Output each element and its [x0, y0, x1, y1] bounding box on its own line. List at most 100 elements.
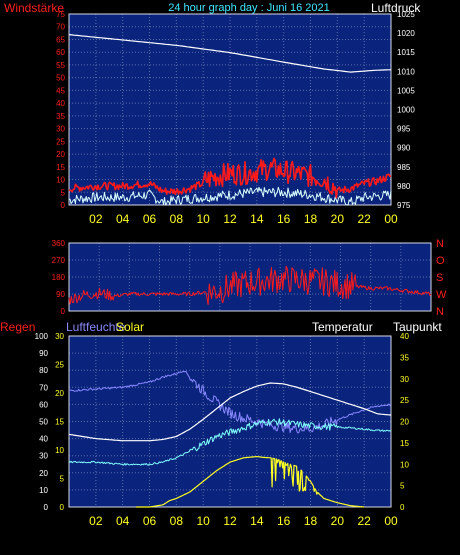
pressure-axis-tick: 1000 — [397, 106, 415, 115]
wind-axis-tick: 5 — [61, 188, 66, 197]
humidity-axis-tick: 30 — [39, 452, 48, 461]
humidity-axis-tick: 0 — [44, 503, 49, 512]
climate-hour-tick: 02 — [89, 514, 103, 528]
climate-hour-tick: 12 — [223, 514, 237, 528]
solar-label: Solar — [116, 320, 144, 334]
climate-hour-tick: 10 — [196, 514, 210, 528]
humidity-axis-tick: 100 — [35, 332, 49, 341]
pressure-axis-tick: 980 — [397, 182, 411, 191]
wind-axis-tick: 55 — [56, 61, 65, 70]
pressure-axis-tick: 1025 — [397, 10, 415, 19]
temperature-axis-tick: 25 — [400, 396, 409, 405]
wind-axis-tick: 25 — [56, 137, 65, 146]
header-left-label: Windstärke — [4, 1, 64, 15]
rain-axis-tick: 30 — [55, 332, 64, 341]
rain-axis-tick: 25 — [55, 361, 64, 370]
climate-hour-tick: 14 — [250, 514, 264, 528]
pressure-series — [68, 34, 391, 73]
wind-pressure-hour-tick: 10 — [196, 212, 210, 226]
humidity-axis-tick: 60 — [39, 400, 48, 409]
wind-pressure-hour-tick: 06 — [143, 212, 157, 226]
humidity-series — [68, 370, 392, 434]
temperature-axis-tick: 20 — [400, 418, 409, 427]
compass-tick: O — [436, 255, 445, 267]
climate-panel: 02 04 06 08 10 12 14 16 18 20 22 000102030405060708… — [35, 332, 410, 528]
gust-series — [68, 186, 392, 206]
wind-pressure-hour-tick: 22 — [357, 212, 371, 226]
wind-axis-tick: 10 — [56, 176, 65, 185]
wind-pressure-hour-tick: 16 — [277, 212, 291, 226]
rain-axis-tick: 15 — [55, 418, 64, 427]
rain-label: Regen — [0, 320, 35, 334]
wind-pressure-hour-tick: 20 — [331, 212, 345, 226]
pressure-axis-tick: 1010 — [397, 67, 415, 76]
humidity-axis-tick: 20 — [39, 469, 48, 478]
wind-axis-tick: 20 — [56, 150, 65, 159]
wind-axis-tick: 75 — [56, 10, 65, 19]
direction-axis-tick: 270 — [52, 256, 66, 265]
pressure-axis-tick: 985 — [397, 163, 411, 172]
pressure-axis-tick: 995 — [397, 125, 411, 134]
wind-axis-tick: 35 — [56, 112, 65, 121]
humidity-axis-tick: 90 — [39, 349, 48, 358]
wind-pressure-hour-tick: 02 — [89, 212, 103, 226]
climate-hour-tick: 04 — [116, 514, 130, 528]
direction-axis-tick: 90 — [56, 290, 65, 299]
temperature-axis-tick: 15 — [400, 439, 409, 448]
wind-axis-tick: 45 — [56, 86, 65, 95]
wind-pressure-hour-tick: 12 — [223, 212, 237, 226]
compass-tick: W — [436, 289, 447, 301]
wind-axis-tick: 0 — [61, 201, 66, 210]
wind-pressure-hour-tick: 08 — [170, 212, 184, 226]
wind-axis-tick: 30 — [56, 125, 65, 134]
humidity-axis-tick: 50 — [39, 418, 48, 427]
rain-axis-tick: 20 — [55, 389, 64, 398]
wind-direction-frame — [68, 242, 432, 312]
temperature-axis-tick: 30 — [400, 375, 409, 384]
temperature-axis-tick: 5 — [400, 482, 405, 491]
climate-hour-tick: 22 — [357, 514, 371, 528]
climate-hour-tick: 16 — [277, 514, 291, 528]
direction-series — [68, 265, 432, 305]
climate-hour-tick: 20 — [331, 514, 345, 528]
temperature-label: Temperatur — [312, 320, 373, 334]
climate-hour-tick: 18 — [304, 514, 318, 528]
wind-axis-tick: 70 — [56, 23, 65, 32]
wind-pressure-hour-tick: 14 — [250, 212, 264, 226]
humidity-axis-tick: 10 — [39, 486, 48, 495]
humidity-axis-tick: 40 — [39, 435, 48, 444]
humidity-axis-tick: 70 — [39, 383, 48, 392]
temperature-axis-tick: 40 — [400, 332, 409, 341]
header-right-label: Luftdruck — [371, 1, 421, 15]
direction-axis-tick: 0 — [61, 307, 66, 316]
compass-tick: N — [436, 238, 444, 250]
wind-pressure-hour-tick: 00 — [384, 212, 398, 226]
pressure-axis-tick: 1005 — [397, 86, 415, 95]
wind-axis-tick: 15 — [56, 163, 65, 172]
temperature-axis-tick: 0 — [400, 503, 405, 512]
wind-pressure-hour-tick: 04 — [116, 212, 130, 226]
rain-axis-tick: 0 — [60, 503, 65, 512]
temperature-axis-tick: 35 — [400, 353, 409, 362]
compass-tick: N — [436, 306, 444, 318]
compass-tick: S — [436, 272, 443, 284]
wind-pressure-panel: 02 04 06 08 10 12 14 16 18 20 22 000510152025303540… — [56, 10, 415, 226]
rain-axis-tick: 10 — [55, 446, 64, 455]
pressure-axis-tick: 1020 — [397, 29, 415, 38]
wind-axis-tick: 50 — [56, 74, 65, 83]
dewpoint-label: Taupunkt — [393, 320, 442, 334]
wind-axis-tick: 60 — [56, 48, 65, 57]
wind-series — [68, 157, 392, 199]
wind-axis-tick: 40 — [56, 99, 65, 108]
wind-pressure-hour-tick: 18 — [304, 212, 318, 226]
wind-axis-tick: 65 — [56, 35, 65, 44]
pressure-axis-tick: 975 — [397, 201, 411, 210]
direction-axis-tick: 360 — [52, 239, 66, 248]
temperature-series — [68, 382, 392, 442]
climate-hour-tick: 00 — [384, 514, 398, 528]
humidity-axis-tick: 80 — [39, 366, 48, 375]
climate-frame — [68, 335, 392, 508]
pressure-axis-tick: 990 — [397, 144, 411, 153]
